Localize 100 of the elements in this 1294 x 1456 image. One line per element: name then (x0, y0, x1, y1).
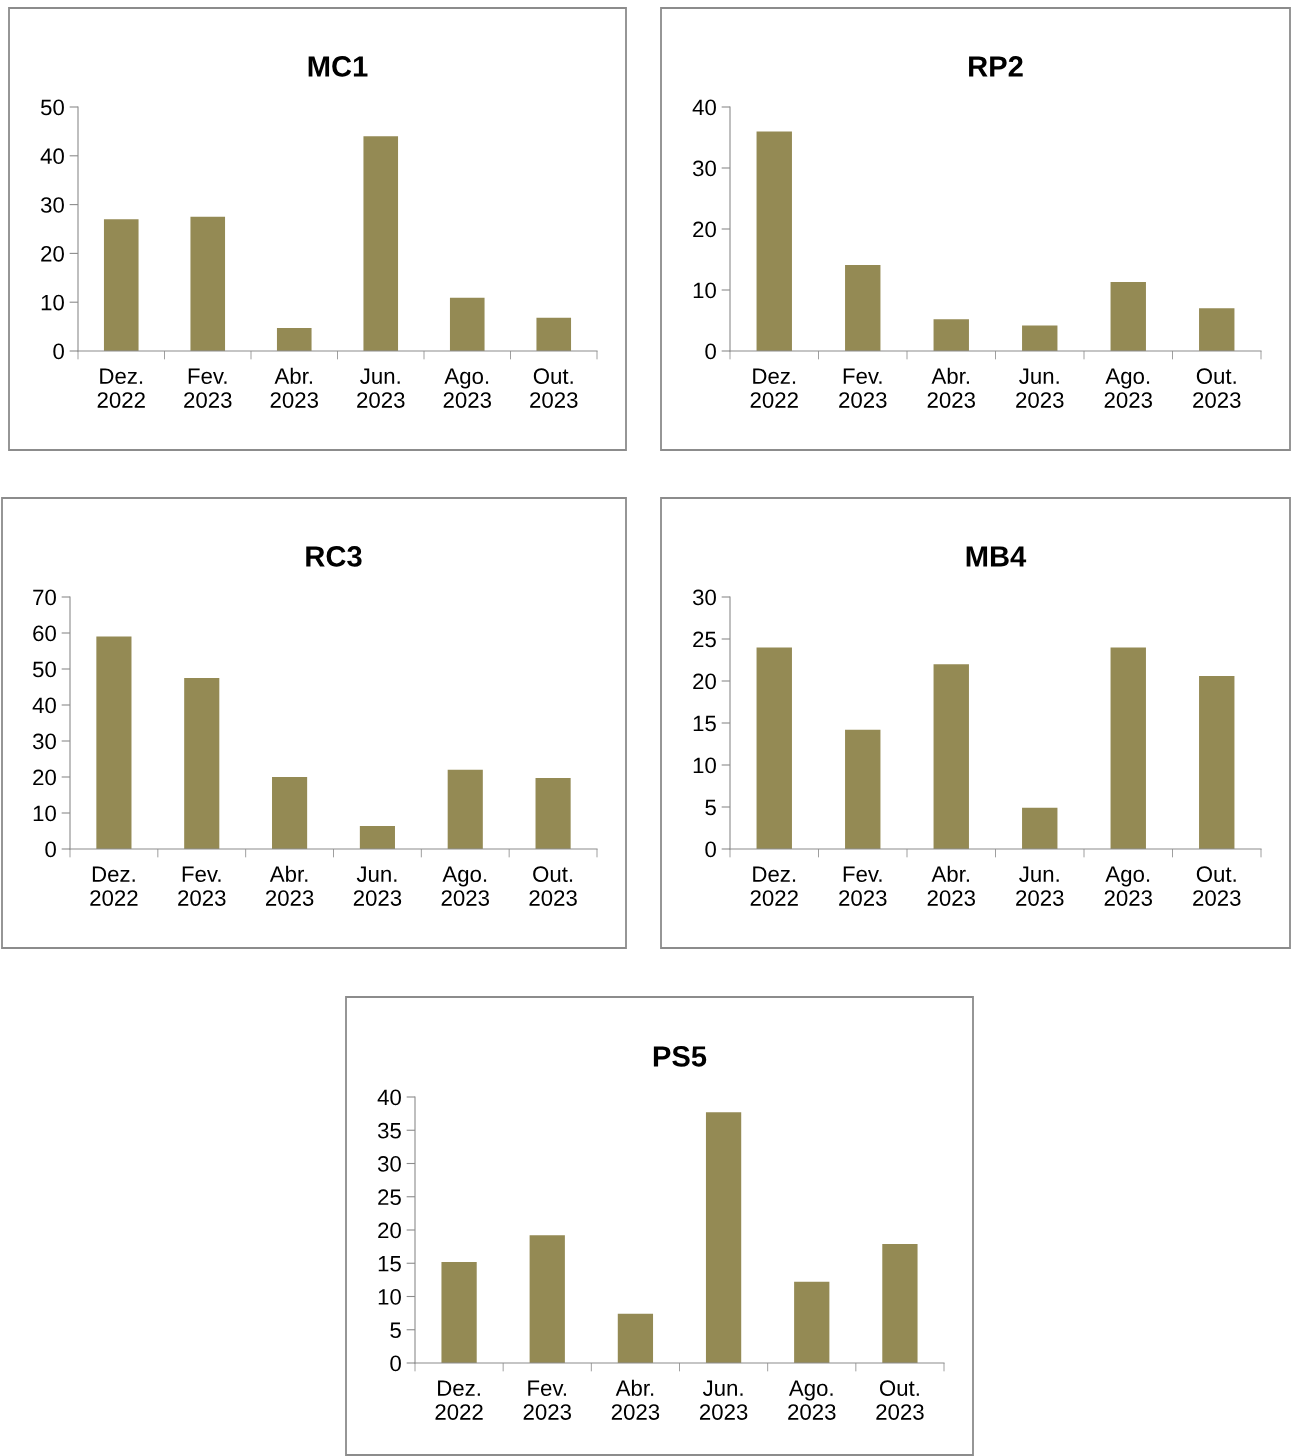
y-tick-label: 15 (378, 1256, 401, 1272)
x-tick-label: Jun. 2023 (1016, 866, 1064, 906)
bar (363, 136, 399, 351)
y-tick-label: 20 (693, 673, 716, 690)
y-tick-label: 70 (33, 589, 56, 606)
bar (276, 328, 312, 351)
x-tick-label: Jun. 2023 (699, 1380, 748, 1420)
x-tick-label: Dez. 2022 (750, 368, 798, 408)
bar (1199, 308, 1235, 351)
y-tick-label: 35 (377, 1122, 401, 1139)
bar (449, 297, 485, 351)
x-tick-label: Dez. 2022 (97, 368, 145, 408)
y-tick-label: 60 (33, 625, 56, 642)
chart-title: MC1 (308, 56, 368, 77)
y-tick-label: 30 (692, 160, 716, 177)
y-tick-label: 30 (692, 589, 716, 606)
y-tick-label: 20 (41, 245, 64, 262)
x-tick-label: Fev. 2023 (184, 368, 232, 408)
y-tick-label: 0 (53, 343, 64, 360)
y-tick-label: 30 (377, 1156, 401, 1172)
x-tick-label: Abr. 2023 (265, 865, 314, 906)
chart-title: RC3 (306, 546, 362, 567)
y-tick-label: 10 (378, 1289, 401, 1305)
x-tick-label: Fev. 2023 (178, 866, 226, 906)
bar (845, 264, 881, 351)
y-tick-label: 30 (32, 733, 56, 750)
y-tick-label: 10 (41, 294, 64, 311)
y-tick-label: 0 (705, 343, 716, 360)
chart-title: RP2 (969, 56, 1023, 77)
bar (103, 219, 139, 351)
x-tick-label: Fev. 2023 (839, 866, 887, 906)
bar (1022, 807, 1058, 849)
bar (359, 825, 395, 849)
x-tick-label: Jun. 2023 (353, 866, 402, 906)
y-tick-label: 20 (33, 769, 56, 786)
y-tick-label: 10 (33, 805, 56, 822)
x-tick-label: Out. 2023 (1193, 866, 1241, 906)
x-tick-label: Fev. 2023 (523, 1380, 571, 1420)
y-tick-label: 5 (705, 799, 716, 816)
y-tick-label: 20 (378, 1222, 401, 1239)
bar (441, 1261, 477, 1363)
y-tick-label: 10 (693, 757, 716, 774)
x-tick-label: Out. 2023 (530, 368, 578, 408)
bar (1022, 325, 1058, 351)
y-tick-label: 40 (692, 99, 716, 116)
x-tick-label: Dez. 2022 (435, 1380, 483, 1420)
x-tick-label: Abr. 2023 (927, 367, 975, 408)
y-tick-label: 50 (40, 99, 64, 116)
bar (272, 777, 308, 849)
x-tick-label: Out. 2023 (529, 866, 577, 906)
bar (756, 647, 792, 849)
bar (535, 778, 571, 849)
y-tick-label: 30 (40, 197, 64, 213)
x-tick-label: Ago. 2023 (441, 866, 489, 906)
y-tick-label: 40 (40, 148, 64, 165)
bar (1199, 675, 1235, 849)
y-tick-label: 40 (32, 697, 56, 714)
x-tick-label: Ago. 2023 (443, 368, 491, 408)
bar (184, 678, 220, 849)
x-tick-label: Abr. 2023 (270, 367, 318, 408)
x-tick-label: Dez. 2022 (750, 866, 798, 906)
chart-title: MB4 (966, 546, 1027, 567)
bar (933, 319, 969, 351)
x-tick-label: Ago. 2023 (1104, 368, 1152, 408)
y-tick-label: 0 (45, 841, 56, 858)
x-tick-label: Ago. 2023 (788, 1380, 836, 1420)
bar (447, 769, 483, 849)
chart-title: PS5 (653, 1046, 707, 1067)
bar (933, 664, 969, 849)
bar (845, 729, 881, 849)
bar (536, 317, 572, 351)
bar (529, 1235, 565, 1363)
y-tick-label: 10 (693, 282, 716, 299)
bar (1110, 282, 1146, 351)
bar (96, 636, 132, 849)
bar (705, 1112, 742, 1363)
bar (617, 1313, 654, 1363)
y-tick-label: 0 (390, 1355, 401, 1372)
x-tick-label: Dez. 2022 (90, 866, 138, 906)
y-tick-label: 20 (693, 221, 716, 238)
x-tick-label: Out. 2023 (876, 1380, 924, 1420)
bar (756, 131, 792, 351)
y-tick-label: 25 (378, 1189, 401, 1206)
x-tick-label: Ago. 2023 (1104, 866, 1152, 906)
y-tick-label: 15 (693, 715, 716, 732)
x-tick-label: Abr. 2023 (611, 1379, 660, 1420)
bar (794, 1281, 830, 1363)
x-tick-label: Fev. 2023 (839, 368, 887, 408)
bar (882, 1243, 918, 1363)
x-tick-label: Out. 2023 (1193, 368, 1241, 408)
bar (1110, 647, 1146, 849)
y-tick-label: 40 (377, 1089, 401, 1106)
x-tick-label: Jun. 2023 (357, 368, 405, 408)
y-tick-label: 5 (390, 1322, 401, 1339)
y-tick-label: 0 (705, 841, 716, 858)
x-tick-label: Abr. 2023 (927, 865, 975, 906)
x-tick-label: Jun. 2023 (1016, 368, 1064, 408)
y-tick-label: 25 (693, 631, 716, 648)
bar (190, 216, 226, 351)
y-tick-label: 50 (32, 661, 56, 678)
